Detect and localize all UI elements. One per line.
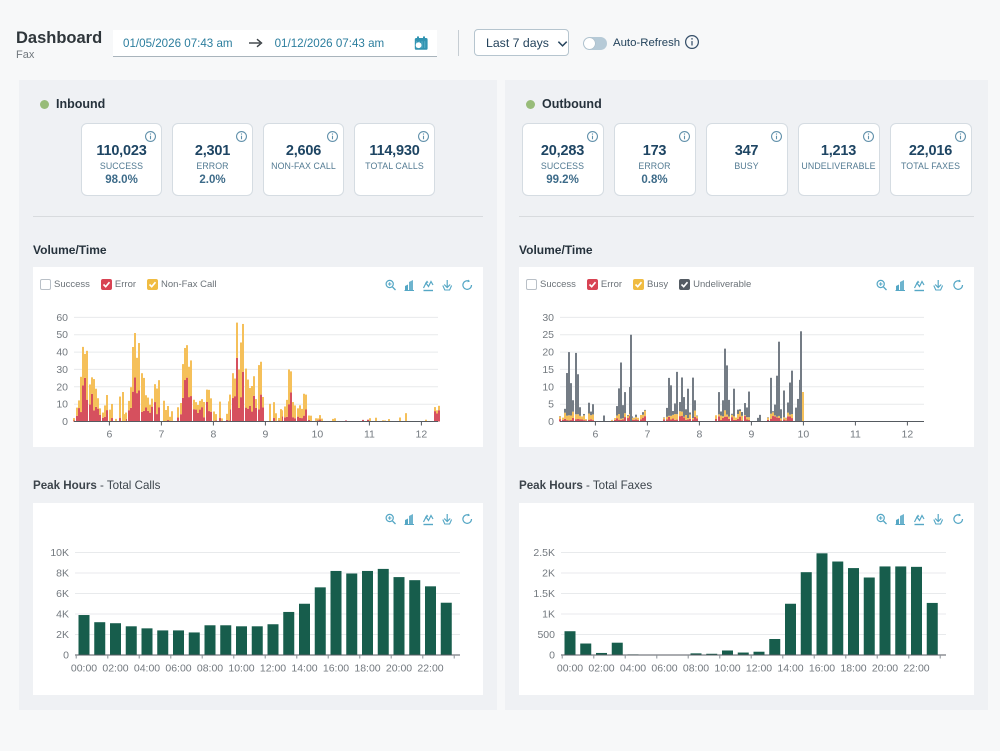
svg-text:04:00: 04:00 [134, 663, 160, 675]
svg-text:7: 7 [644, 429, 650, 441]
svg-text:00:00: 00:00 [557, 663, 583, 675]
svg-text:12: 12 [902, 429, 914, 441]
svg-text:1.5K: 1.5K [533, 588, 555, 600]
svg-text:9: 9 [262, 429, 268, 441]
svg-text:30: 30 [542, 312, 554, 324]
svg-text:00:00: 00:00 [71, 663, 97, 675]
svg-text:14:00: 14:00 [291, 663, 317, 675]
svg-text:10: 10 [56, 399, 68, 411]
svg-text:40: 40 [56, 347, 68, 359]
svg-text:08:00: 08:00 [683, 663, 709, 675]
svg-text:22:00: 22:00 [417, 663, 443, 675]
svg-text:02:00: 02:00 [588, 663, 614, 675]
svg-text:6K: 6K [56, 588, 69, 600]
svg-text:10: 10 [312, 429, 324, 441]
svg-text:06:00: 06:00 [165, 663, 191, 675]
svg-text:10:00: 10:00 [714, 663, 740, 675]
svg-text:1K: 1K [542, 609, 555, 621]
svg-text:6: 6 [592, 429, 598, 441]
svg-text:04:00: 04:00 [620, 663, 646, 675]
svg-text:0: 0 [548, 416, 554, 428]
svg-text:500: 500 [537, 629, 555, 641]
svg-text:6: 6 [106, 429, 112, 441]
svg-text:7: 7 [158, 429, 164, 441]
svg-text:60: 60 [56, 312, 68, 324]
svg-text:11: 11 [364, 429, 375, 441]
svg-text:16:00: 16:00 [809, 663, 835, 675]
svg-text:20:00: 20:00 [872, 663, 898, 675]
svg-text:4K: 4K [56, 609, 69, 621]
svg-text:9: 9 [748, 429, 754, 441]
svg-text:20:00: 20:00 [386, 663, 412, 675]
svg-text:15: 15 [542, 364, 554, 376]
svg-text:2.5K: 2.5K [533, 547, 555, 559]
svg-text:0: 0 [62, 416, 68, 428]
svg-text:12:00: 12:00 [260, 663, 286, 675]
svg-text:22:00: 22:00 [903, 663, 929, 675]
svg-text:16:00: 16:00 [323, 663, 349, 675]
svg-text:10: 10 [542, 381, 554, 393]
svg-text:12:00: 12:00 [746, 663, 772, 675]
svg-text:06:00: 06:00 [651, 663, 677, 675]
svg-text:50: 50 [56, 329, 68, 341]
svg-text:18:00: 18:00 [354, 663, 380, 675]
svg-text:10K: 10K [50, 547, 69, 559]
svg-text:30: 30 [56, 364, 68, 376]
svg-text:2K: 2K [56, 629, 69, 641]
svg-text:0: 0 [549, 650, 555, 662]
svg-text:0: 0 [63, 650, 69, 662]
svg-text:8K: 8K [56, 568, 69, 580]
svg-text:02:00: 02:00 [102, 663, 128, 675]
svg-text:12: 12 [416, 429, 428, 441]
svg-text:8: 8 [696, 429, 702, 441]
svg-text:20: 20 [542, 347, 554, 359]
svg-text:10: 10 [798, 429, 810, 441]
svg-text:20: 20 [56, 381, 68, 393]
svg-text:08:00: 08:00 [197, 663, 223, 675]
svg-text:25: 25 [542, 329, 554, 341]
svg-text:2K: 2K [542, 568, 555, 580]
svg-text:18:00: 18:00 [840, 663, 866, 675]
svg-text:11: 11 [850, 429, 861, 441]
svg-text:5: 5 [548, 399, 554, 411]
svg-text:10:00: 10:00 [228, 663, 254, 675]
svg-text:14:00: 14:00 [777, 663, 803, 675]
svg-text:8: 8 [210, 429, 216, 441]
